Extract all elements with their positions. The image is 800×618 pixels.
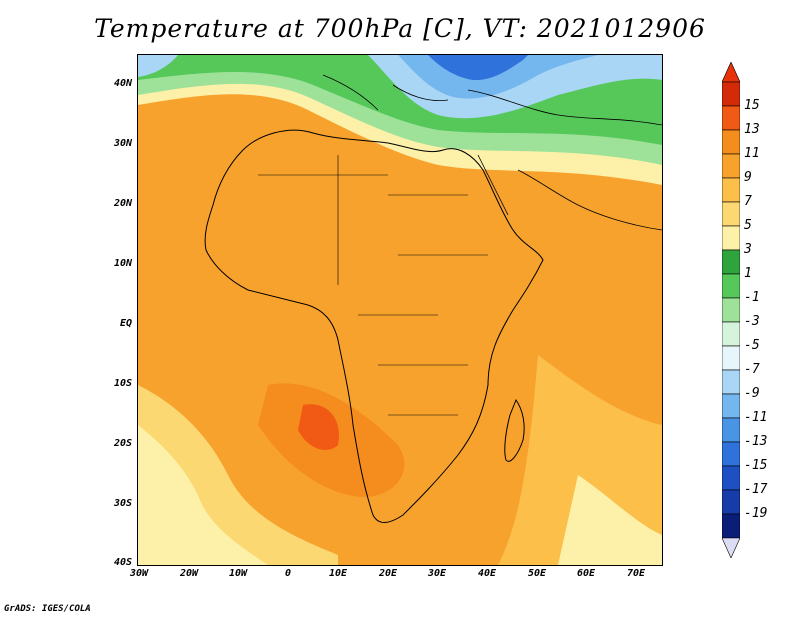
colorbar-over-triangle: [721, 61, 741, 83]
colorbar-segment: [721, 417, 741, 443]
y-tick-label: 20N: [113, 198, 132, 209]
colorbar-segment: [721, 105, 741, 131]
colorbar-segment: [721, 441, 741, 467]
colorbar-label: -9: [744, 386, 760, 401]
colorbar-label: 7: [744, 194, 752, 209]
field-southwest-cooler: [138, 425, 268, 565]
x-tick-label: 30E: [427, 568, 447, 579]
colorbar-segment: [721, 465, 741, 491]
colorbar-label: 13: [744, 122, 760, 137]
colorbar-segment: [721, 201, 741, 227]
colorbar-label: 3: [744, 242, 752, 257]
field-northwest-blue: [138, 55, 178, 77]
map-panel: [137, 54, 663, 566]
africa-outline: [204, 129, 544, 523]
country-borders: [258, 155, 488, 416]
colorbar-segment: [721, 153, 741, 179]
colorbar-label: 1: [744, 266, 752, 281]
x-tick-label: 70E: [626, 568, 646, 579]
colorbar-segment: [721, 369, 741, 395]
y-tick-label: 40N: [113, 78, 132, 89]
y-tick-label: 40S: [113, 557, 132, 568]
x-tick-label: 10E: [328, 568, 348, 579]
colorbar-segment: [721, 249, 741, 275]
colorbar-segment: [721, 177, 741, 203]
colorbar-label: -13: [744, 434, 768, 449]
colorbar-segment: [721, 489, 741, 515]
colorbar-segment: [721, 321, 741, 347]
y-tick-label: EQ: [119, 318, 132, 329]
x-tick-label: 30W: [129, 568, 149, 579]
arabia-outline: [477, 154, 662, 231]
x-tick-label: 40E: [477, 568, 497, 579]
colorbar-under-triangle: [721, 537, 741, 559]
colorbar-label: -17: [744, 482, 768, 497]
europe-asia-coastlines: [322, 74, 662, 126]
colorbar-segment: [721, 345, 741, 371]
colorbar-label: -15: [744, 458, 768, 473]
colorbar-label: 5: [744, 218, 752, 233]
colorbar-segment: [721, 273, 741, 299]
field-southeast-cool: [558, 475, 662, 565]
colorbar-label: -1: [744, 290, 760, 305]
x-tick-label: 60E: [576, 568, 596, 579]
madagascar-outline: [504, 398, 525, 462]
y-tick-label: 10S: [113, 378, 132, 389]
x-tick-label: 20W: [179, 568, 199, 579]
colorbar: [721, 61, 741, 559]
field-north-darkblue: [428, 55, 528, 81]
y-tick-label: 20S: [113, 438, 132, 449]
colorbar-label: -7: [744, 362, 760, 377]
colorbar-segment: [721, 225, 741, 251]
field-warm-core: [298, 404, 339, 450]
x-tick-label: 50E: [527, 568, 547, 579]
y-tick-label: 30S: [113, 498, 132, 509]
colorbar-label: -19: [744, 506, 768, 521]
x-tick-label: 0: [284, 568, 292, 579]
colorbar-label: 11: [744, 146, 760, 161]
map-title: Temperature at 700hPa [C], VT: 202101290…: [94, 14, 706, 43]
colorbar-label: -3: [744, 314, 760, 329]
colorbar-segment: [721, 393, 741, 419]
y-tick-label: 10N: [113, 258, 132, 269]
credit-text: GrADS: IGES/COLA: [4, 604, 91, 614]
x-tick-label: 10W: [228, 568, 248, 579]
x-tick-label: 20E: [378, 568, 398, 579]
colorbar-label: -5: [744, 338, 760, 353]
colorbar-label: 9: [744, 170, 752, 185]
temperature-field-map: [138, 55, 662, 565]
colorbar-label: -11: [744, 410, 768, 425]
colorbar-segment: [721, 129, 741, 155]
colorbar-graphic: [721, 61, 741, 559]
colorbar-segment: [721, 297, 741, 323]
colorbar-segment: [721, 81, 741, 107]
colorbar-segment: [721, 513, 741, 539]
colorbar-label: 15: [744, 98, 760, 113]
y-tick-label: 30N: [113, 138, 132, 149]
